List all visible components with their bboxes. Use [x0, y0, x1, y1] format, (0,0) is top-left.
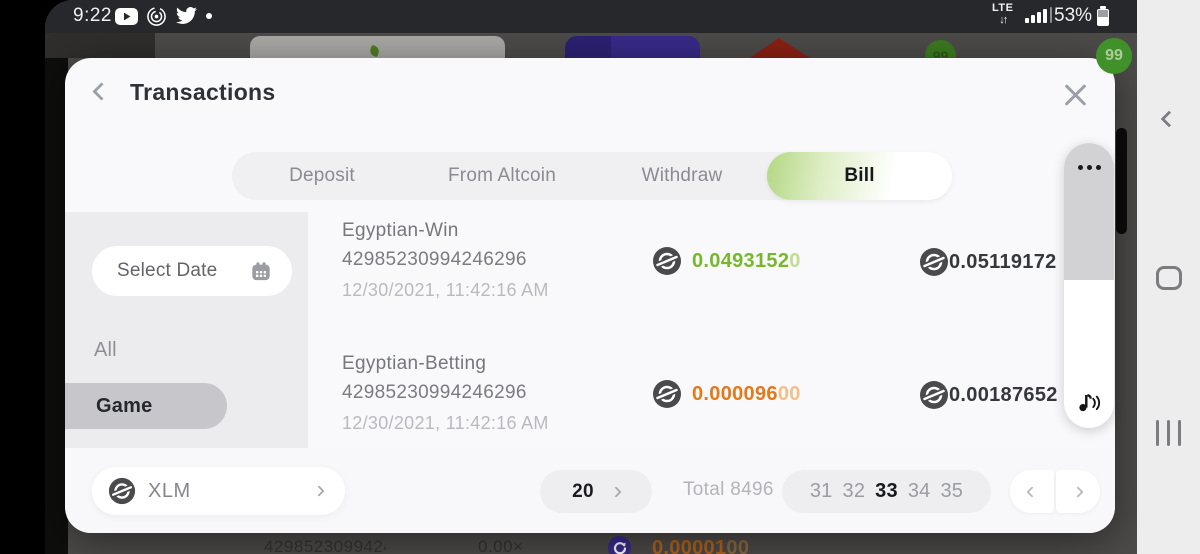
page-size-value: 20: [572, 480, 594, 502]
status-bar: 9:22 LTE ↓↑ 53%: [45, 0, 1137, 33]
nav-home-button[interactable]: [1137, 266, 1200, 290]
transactions-modal: Transactions Deposit From Altcoin Withdr…: [65, 58, 1115, 533]
filter-game-label: Game: [96, 394, 153, 417]
background-row-txid: 42985230994246: [264, 537, 386, 554]
page-number[interactable]: 32: [842, 480, 866, 502]
twitter-icon: [175, 6, 198, 31]
tx-amount: 0.00009600: [692, 383, 801, 405]
select-date-button[interactable]: Select Date: [92, 246, 292, 296]
page-title: Transactions: [130, 79, 276, 105]
tx-date: 12/30/2021, 11:42:16 AM: [342, 280, 549, 300]
stellar-icon: [920, 248, 948, 276]
tx-id: 42985230994246296: [342, 382, 527, 403]
phone-screen: 99 42985230994246 0.00× 0.0000100 9:22 L…: [45, 0, 1200, 554]
calendar-icon: [252, 262, 270, 281]
stellar-icon: [653, 247, 681, 275]
page-number[interactable]: 35: [940, 480, 964, 502]
tab-withdraw[interactable]: Withdraw: [641, 165, 723, 186]
tx-date: 12/30/2021, 11:42:16 AM: [342, 413, 549, 433]
youtube-icon: [115, 8, 138, 30]
home-icon: [1155, 266, 1182, 290]
close-button[interactable]: [1062, 81, 1088, 107]
total-count: Total 8496: [683, 479, 774, 500]
background-purple-banner: [565, 36, 700, 58]
network-type: LTE ↓↑: [992, 2, 1014, 26]
pagination: 31 32 33 34 35: [782, 470, 991, 513]
filter-item-all[interactable]: All: [94, 339, 117, 361]
back-icon: [1160, 110, 1177, 128]
back-button[interactable]: [92, 82, 111, 101]
page-size-selector[interactable]: 20: [540, 470, 652, 513]
select-date-label: Select Date: [117, 260, 218, 281]
more-options-icon[interactable]: [1064, 165, 1114, 170]
background-left-edge: [45, 33, 68, 554]
refresh-coin-icon: [608, 536, 631, 554]
currency-label: XLM: [148, 479, 191, 502]
background-row-amount: 0.0000100: [652, 537, 750, 554]
prev-page-button[interactable]: [1010, 470, 1054, 513]
tx-balance: 0.05119172: [949, 251, 1057, 273]
tab-bill[interactable]: Bill: [767, 152, 952, 200]
tab-from-altcoin[interactable]: From Altcoin: [448, 165, 556, 186]
tx-id: 42985230994246296: [342, 249, 527, 270]
background-red-shape: [750, 37, 810, 58]
background-row-multiplier: 0.00×: [478, 537, 524, 554]
floating-scroll-thumb[interactable]: [1064, 143, 1114, 280]
recents-icon: [1156, 420, 1181, 446]
filter-sidebar: Select Date All Game: [65, 212, 308, 448]
notification-dot-icon: [206, 13, 212, 19]
background-scrollbar: [1116, 128, 1127, 234]
stellar-icon: [653, 380, 681, 408]
page-number-current[interactable]: 33: [875, 480, 898, 502]
sound-on-icon: [1079, 393, 1101, 412]
currency-selector[interactable]: XLM: [92, 467, 345, 515]
stellar-icon: [920, 381, 948, 409]
tx-name: Egyptian-Betting: [342, 353, 487, 374]
modal-footer: XLM 20 Total 8496 31 32 33 34 35: [65, 448, 1115, 533]
filter-item-game[interactable]: Game: [65, 383, 227, 429]
android-nav-bar: [1137, 0, 1200, 554]
chevron-right-icon: [1072, 485, 1084, 498]
background-top-shade: [45, 33, 155, 58]
battery-percent: 53%: [1054, 5, 1093, 26]
page-number[interactable]: 31: [809, 480, 833, 502]
page-number[interactable]: 34: [907, 480, 931, 502]
nav-back-button[interactable]: [1137, 110, 1200, 128]
chevron-left-icon: [1026, 485, 1038, 498]
tab-bar: Deposit From Altcoin Withdraw Bill: [232, 152, 952, 200]
tab-deposit[interactable]: Deposit: [289, 165, 355, 186]
tx-amount: 0.04931520: [692, 250, 801, 272]
sound-on-button[interactable]: [1075, 388, 1103, 421]
chevron-right-icon: [610, 485, 622, 498]
battery-icon: [1097, 6, 1109, 27]
notification-badge: 99: [1096, 38, 1132, 74]
live-icon: [146, 6, 167, 32]
next-page-button[interactable]: [1056, 470, 1100, 513]
signal-icon: [1025, 7, 1055, 25]
floating-controls: [1064, 143, 1114, 428]
chevron-right-icon: [313, 485, 325, 497]
tx-name: Egyptian-Win: [342, 220, 459, 241]
stellar-icon: [108, 477, 136, 505]
tx-balance: 0.00187652: [949, 384, 1058, 406]
clock: 9:22: [73, 5, 112, 26]
nav-recents-button[interactable]: [1137, 420, 1200, 446]
